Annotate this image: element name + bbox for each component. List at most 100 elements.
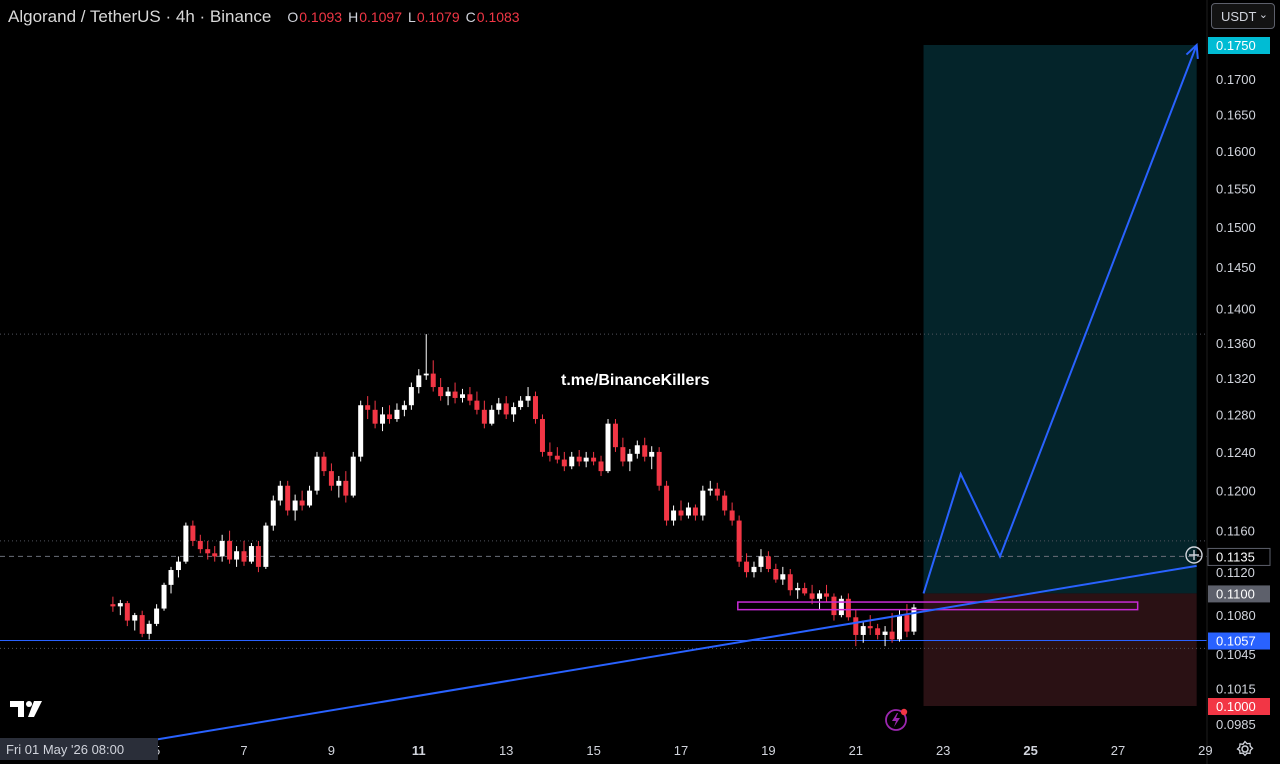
candle-body-22 [270,500,276,526]
add-plus-icon[interactable] [1184,545,1204,565]
candle-body-37 [380,414,386,424]
candle-body-109 [904,615,910,632]
candle-body-93 [787,574,793,591]
currency-selector[interactable]: USDT ⌄ [1211,3,1275,29]
candle-body-66 [591,457,597,462]
time-tick-1: 7 [240,743,247,758]
price-tick-7: 0.1360 [1216,336,1256,351]
price-tick-15: 0.1045 [1216,647,1256,662]
tradingview-logo-icon[interactable] [10,699,46,719]
symbol-legend: Algorand / TetherUS · 4h · Binance O 0.10… [8,7,520,27]
position-zones [923,45,1197,706]
candle-body-46 [445,391,451,397]
candle-body-59 [539,419,545,452]
candle-body-62 [561,459,567,467]
candle-body-39 [394,409,400,420]
time-tick-11: 27 [1111,743,1125,758]
time-tick-6: 17 [674,743,688,758]
price-badge-label-target: 0.1750 [1216,38,1256,53]
price-badge-label-entry: 0.1100 [1216,586,1255,601]
candles [110,334,917,647]
candle-body-6 [154,608,160,624]
price-tick-12: 0.1160 [1216,524,1255,539]
candle-body-86 [736,520,742,562]
candle-body-100 [838,598,844,616]
candle-body-11 [190,525,196,541]
candle-body-104 [867,626,873,629]
price-badge-current [1207,547,1271,566]
candle-body-73 [642,445,648,457]
candle-body-75 [656,451,662,486]
crosshair-date-label: Fri 01 May '26 08:00 [0,738,158,760]
candle-body-12 [197,540,203,550]
candle-body-23 [277,485,283,501]
candle-body-4 [139,615,145,634]
candle-body-47 [452,391,458,398]
trendline [156,564,1197,741]
chevron-down-icon: ⌄ [1258,9,1268,21]
price-axis: 0.1700 0.1650 0.1600 0.1550 0.1500 0.1450 0.14… [1206,0,1256,764]
candle-body-26 [299,500,305,506]
candle-body-60 [547,451,553,456]
candle-body-81 [700,490,706,516]
candle-body-54 [503,403,509,415]
symbol-title[interactable]: Algorand / TetherUS · 4h · Binance [8,7,272,26]
ascending-trendline [156,564,1197,741]
candle-body-101 [845,598,851,618]
flash-icon[interactable] [884,706,910,732]
time-tick-4: 13 [499,743,513,758]
candle-body-28 [314,456,320,491]
candle-body-48 [460,394,465,398]
candle-body-63 [569,456,575,467]
candle-body-5 [146,623,152,634]
candle-body-98 [824,593,830,597]
price-badges: 0.1750 0.1135 0.1100 0.1057 0.1000 [1207,37,1271,715]
time-tick-3: 11 [412,743,426,758]
projection-path [922,42,1199,594]
candle-body-34 [358,405,364,457]
candle-body-94 [795,588,801,591]
price-badge-support [1208,632,1270,650]
price-tick-6: 0.1400 [1216,302,1256,317]
projection-line [922,44,1198,594]
candle-body-110 [911,607,917,632]
candle-body-32 [343,480,349,496]
ohlc-open-value: 0.1093 [299,9,343,25]
price-tick-4: 0.1500 [1216,220,1256,235]
candle-body-3 [132,615,138,621]
price-tick-14: 0.1080 [1216,608,1256,623]
candle-body-102 [853,617,859,635]
ohlc-low-value: 0.1079 [416,9,460,25]
ohlc-high-key: H [348,9,359,25]
time-tick-7: 19 [761,743,775,758]
time-tick-8: 21 [849,743,863,758]
candle-body-49 [467,394,473,401]
time-tick-2: 9 [328,743,335,758]
candle-body-30 [328,471,334,486]
candle-body-90 [765,556,771,569]
time-axis: 57911131517192123252729 [153,743,1213,758]
candle-body-18 [241,551,247,562]
candle-body-88 [751,566,757,573]
candle-body-24 [285,485,291,511]
ohlc-close-key: C [465,9,476,25]
price-badge-stop [1208,698,1270,715]
loss-zone [923,593,1197,706]
candle-body-99 [831,596,837,616]
profit-zone [923,45,1197,594]
candle-body-71 [627,453,633,462]
price-badge-label-current: 0.1135 [1216,549,1255,564]
candle-body-106 [882,631,888,635]
candle-body-74 [649,451,655,457]
price-tick-5: 0.1450 [1216,260,1256,275]
ohlc-low-key: L [408,9,416,25]
candle-body-51 [481,409,487,424]
price-tick-11: 0.1200 [1216,484,1256,499]
settings-gear-icon[interactable] [1236,740,1254,758]
ohlc-open-key: O [287,9,299,25]
candle-body-50 [474,400,480,410]
candle-body-65 [583,457,589,462]
candle-body-78 [678,510,684,516]
candle-body-53 [496,403,502,410]
